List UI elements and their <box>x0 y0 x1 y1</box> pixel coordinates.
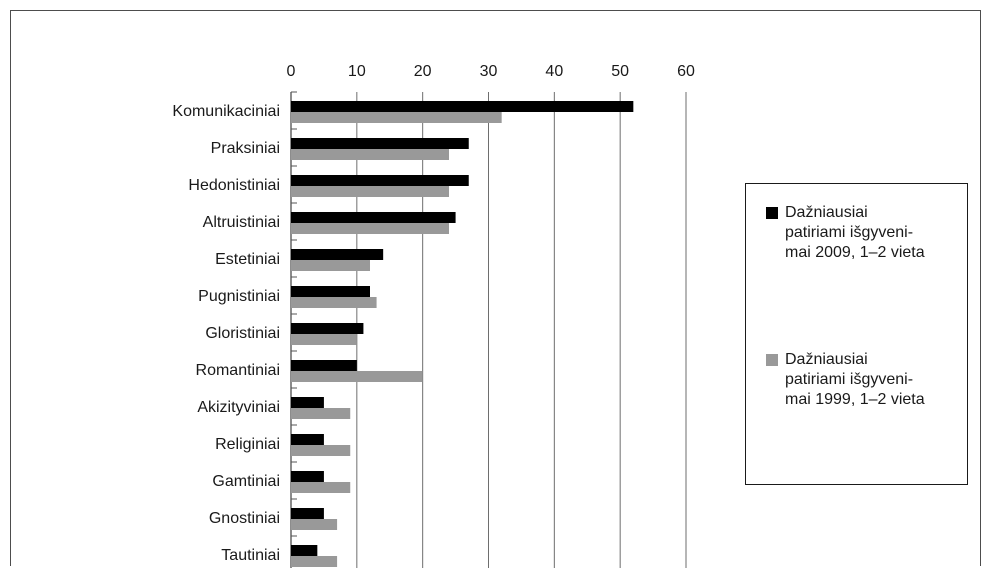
category-label: Religiniai <box>215 436 280 453</box>
bar <box>291 334 357 345</box>
category-label: Estetiniai <box>215 251 280 268</box>
category-label: Komunikaciniai <box>172 103 280 120</box>
bar <box>291 112 502 123</box>
legend-label-2009-line: mai 2009, 1–2 vieta <box>785 244 925 261</box>
category-label: Akizityviniai <box>197 399 280 416</box>
bar <box>291 434 324 445</box>
bar <box>291 138 469 149</box>
bar <box>291 175 469 186</box>
category-label: Altruistiniai <box>203 214 280 231</box>
legend-label-1999: Dažniausiai patiriami išgyveni- mai 1999… <box>785 350 960 410</box>
category-label: Romantiniai <box>196 362 280 379</box>
bar <box>291 519 338 530</box>
category-label: Gamtiniai <box>212 473 280 490</box>
bar <box>291 482 351 493</box>
bar <box>291 286 370 297</box>
bar <box>291 556 338 567</box>
bar <box>291 360 357 371</box>
x-tick-label: 0 <box>287 63 296 80</box>
category-label: Gnostiniai <box>209 510 280 527</box>
bar <box>291 212 456 223</box>
bar <box>291 397 324 408</box>
category-label: Pugnistiniai <box>198 288 280 305</box>
legend-swatch-2009 <box>766 207 778 219</box>
legend-label-1999-line: Dažniausiai <box>785 351 868 368</box>
x-tick-label: 10 <box>348 63 366 80</box>
bar <box>291 249 384 260</box>
legend-swatch-1999 <box>766 354 778 366</box>
x-axis-ticks: 0 10 20 30 40 50 60 <box>287 63 695 80</box>
legend-label-2009: Dažniausiai patiriami išgyveni- mai 2009… <box>785 203 960 263</box>
x-tick-label: 30 <box>480 63 498 80</box>
category-labels: Komunikaciniai Praksiniai Hedonistiniai Alt… <box>172 103 280 564</box>
category-label: Tautiniai <box>221 547 280 564</box>
category-label: Gloristiniai <box>205 325 280 342</box>
category-label: Praksiniai <box>211 140 280 157</box>
legend-label-1999-line: patiriami išgyveni- <box>785 371 914 388</box>
legend-label-2009-line: Dažniausiai <box>785 204 868 221</box>
bars <box>291 101 634 567</box>
bar <box>291 508 324 519</box>
bar <box>291 149 449 160</box>
bar <box>291 223 449 234</box>
bar <box>291 101 634 112</box>
legend: Dažniausiai patiriami išgyveni- mai 2009… <box>745 183 968 485</box>
category-label: Hedonistiniai <box>188 177 280 194</box>
x-tick-label: 60 <box>677 63 695 80</box>
bar <box>291 371 423 382</box>
bar <box>291 408 351 419</box>
bar <box>291 260 370 271</box>
bar <box>291 445 351 456</box>
bar <box>291 545 318 556</box>
chart-frame <box>10 10 981 566</box>
x-tick-label: 40 <box>545 63 563 80</box>
x-tick-label: 50 <box>611 63 629 80</box>
bar <box>291 323 364 334</box>
x-tick-label: 20 <box>414 63 432 80</box>
legend-label-1999-line: mai 1999, 1–2 vieta <box>785 391 925 408</box>
bar <box>291 471 324 482</box>
bar <box>291 186 449 197</box>
legend-label-2009-line: patiriami išgyveni- <box>785 224 914 241</box>
bar <box>291 297 377 308</box>
